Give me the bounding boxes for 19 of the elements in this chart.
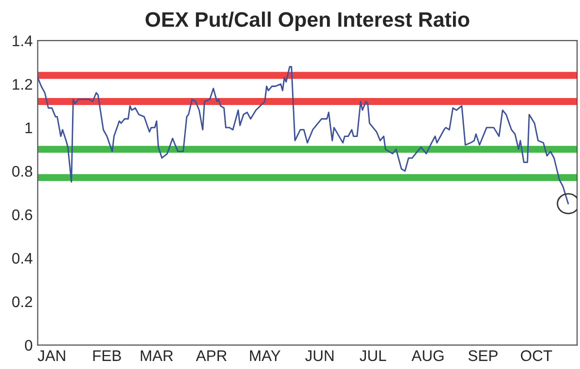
y-tick-label: 0.6	[12, 209, 32, 220]
x-tick-label: SEP	[468, 350, 498, 362]
x-tick-label: MAR	[140, 350, 173, 361]
y-tick-label: 0.4	[12, 252, 32, 264]
x-tick-label: APR	[196, 350, 227, 361]
y-tick-label: 1	[26, 122, 32, 134]
y-tick-label: 1.4	[12, 36, 32, 46]
y-tick-label: 0.2	[12, 296, 32, 308]
x-tick-label: JAN	[38, 350, 66, 362]
chart-title: OEX Put/Call Open Interest Ratio	[146, 12, 470, 32]
x-tick-label: MAY	[250, 350, 280, 361]
y-tick-label: 0	[24, 340, 32, 351]
y-tick-label: 1.2	[12, 78, 32, 90]
x-tick-label: OCT	[520, 350, 552, 362]
x-tick-label: FEB	[93, 350, 121, 361]
x-tick-label: JUN	[305, 350, 334, 362]
x-tick-label: JUL	[360, 350, 386, 362]
y-tick-label: 0.8	[12, 166, 32, 177]
x-tick-label: AUG	[412, 350, 444, 362]
